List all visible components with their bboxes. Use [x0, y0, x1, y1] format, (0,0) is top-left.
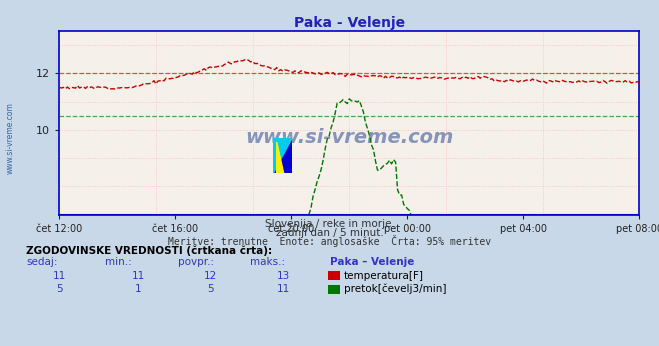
Text: pretok[čevelj3/min]: pretok[čevelj3/min]: [344, 284, 447, 294]
Text: 13: 13: [277, 271, 290, 281]
Text: 1: 1: [135, 284, 142, 294]
Text: sedaj:: sedaj:: [26, 257, 58, 267]
Text: 12: 12: [204, 271, 217, 281]
Text: Paka – Velenje: Paka – Velenje: [330, 257, 414, 267]
Text: 5: 5: [208, 284, 214, 294]
Polygon shape: [273, 138, 292, 173]
Text: 5: 5: [56, 284, 63, 294]
Text: min.:: min.:: [105, 257, 132, 267]
Text: 11: 11: [53, 271, 66, 281]
Text: ZGODOVINSKE VREDNOSTI (črtkana črta):: ZGODOVINSKE VREDNOSTI (črtkana črta):: [26, 246, 272, 256]
Text: www.si-vreme.com: www.si-vreme.com: [245, 128, 453, 147]
Text: Slovenija / reke in morje.: Slovenija / reke in morje.: [264, 219, 395, 229]
Text: povpr.:: povpr.:: [178, 257, 214, 267]
Text: zadnji dan / 5 minut.: zadnji dan / 5 minut.: [275, 228, 384, 238]
Text: 11: 11: [277, 284, 290, 294]
Text: temperatura[F]: temperatura[F]: [344, 271, 424, 281]
Polygon shape: [273, 138, 292, 173]
Title: Paka - Velenje: Paka - Velenje: [294, 16, 405, 30]
Polygon shape: [277, 142, 283, 173]
Text: 11: 11: [132, 271, 145, 281]
Text: Meritve: trenutne  Enote: anglosaške  Črta: 95% meritev: Meritve: trenutne Enote: anglosaške Črta…: [168, 235, 491, 247]
Text: www.si-vreme.com: www.si-vreme.com: [5, 102, 14, 174]
Text: maks.:: maks.:: [250, 257, 285, 267]
